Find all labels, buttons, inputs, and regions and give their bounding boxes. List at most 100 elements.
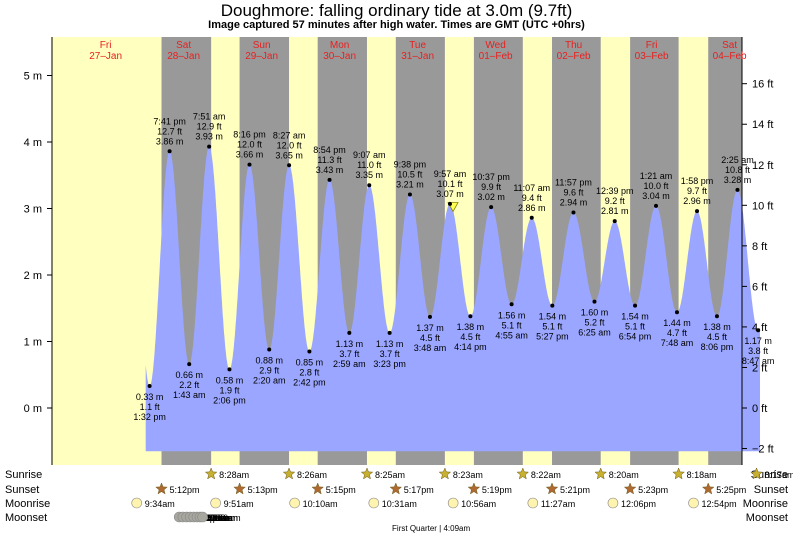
day-of-week: Mon [330, 40, 349, 51]
day-date: 28–Jan [167, 51, 200, 62]
tide-point [529, 215, 534, 220]
sunset-time: 5:19pm [482, 485, 512, 495]
high-tide-meters: 3.02 m [477, 192, 505, 202]
day-of-week: Fri [100, 40, 112, 51]
tide-point [307, 349, 312, 354]
sunset-row-label-left: Sunset [5, 484, 39, 496]
sunset-time: 5:13pm [248, 485, 278, 495]
sunset-icon [545, 482, 559, 495]
low-tide-meters: 0.33 m [136, 392, 164, 402]
moon-phase-note: First Quarter | 4:09am [392, 524, 470, 533]
high-tide-feet: 9.7 ft [687, 186, 708, 196]
sunrise-icon [438, 467, 452, 480]
low-tide-feet: 3.8 ft [748, 346, 769, 356]
low-tide-time: 8:47 am [742, 356, 775, 366]
tide-point [227, 367, 232, 372]
low-tide-meters: 1.54 m [621, 312, 649, 322]
low-tide-time: 2:20 am [253, 375, 286, 385]
tide-point [612, 219, 617, 224]
sunrise-icon [360, 467, 374, 480]
day-of-week: Thu [565, 40, 582, 51]
moonrise-icon [210, 497, 221, 509]
low-tide-feet: 4.5 ft [420, 333, 441, 343]
high-tide-meters: 3.65 m [275, 150, 303, 160]
right-tick-label: 0 ft [752, 403, 767, 415]
tide-point [654, 203, 659, 208]
sunrise-row-label-left: Sunrise [5, 469, 42, 481]
tide-point [327, 177, 332, 182]
high-tide-feet: 11.3 ft [317, 155, 342, 165]
tide-point [187, 362, 192, 367]
sunrise-time: 8:28am [219, 470, 249, 480]
moonrise-time: 12:06pm [621, 499, 656, 509]
left-tick-label: 0 m [24, 403, 42, 415]
high-tide-meters: 2.81 m [601, 206, 629, 216]
high-tide-time: 1:58 pm [681, 176, 714, 186]
moonrise-icon [527, 497, 539, 509]
moonrise-time: 9:34am [145, 499, 175, 509]
tide-point [489, 205, 494, 210]
day-of-week: Fri [646, 40, 658, 51]
low-tide-time: 7:48 am [661, 338, 694, 348]
high-tide-feet: 9.4 ft [522, 193, 543, 203]
high-tide-feet: 9.2 ft [605, 196, 626, 206]
high-tide-meters: 3.28 m [724, 175, 752, 185]
tide-point [571, 210, 576, 215]
sunset-time: 5:25pm [716, 485, 746, 495]
sunrise-time: 8:25am [375, 470, 405, 480]
tide-point [167, 149, 172, 154]
moonrise-row-label-right: Moonrise [743, 498, 788, 510]
tide-point [147, 384, 152, 389]
high-tide-feet: 10.8 ft [725, 165, 751, 175]
sunrise-time: 8:18am [687, 470, 717, 480]
tide-point [756, 328, 761, 333]
moonrise-icon [447, 497, 459, 509]
high-tide-meters: 3.04 m [642, 191, 670, 201]
right-tick-label: 14 ft [752, 119, 773, 131]
tide-point [267, 347, 272, 352]
low-tide-feet: 4.5 ft [460, 332, 481, 342]
chart-title: Doughmore: falling ordinary tide at 3.0m… [220, 1, 573, 20]
day-date: 31–Jan [401, 51, 434, 62]
left-tick-label: 1 m [24, 337, 42, 349]
moonrise-time: 10:56am [461, 499, 496, 509]
high-tide-time: 1:21 am [640, 171, 673, 181]
high-tide-time: 2:25 am [721, 155, 754, 165]
high-tide-time: 9:38 pm [394, 160, 427, 170]
sunrise-icon [282, 467, 296, 480]
tide-point [468, 314, 473, 319]
sunrise-time: 8:20am [609, 470, 639, 480]
moonset-time: 12:55am [195, 513, 230, 523]
day-headers: Fri27–JanSat28–JanSun29–JanMon30–JanTue3… [89, 40, 747, 62]
high-tide-feet: 12.9 ft [197, 122, 223, 132]
tide-point [695, 209, 700, 214]
tide-point [427, 314, 432, 319]
low-tide-feet: 4.5 ft [707, 332, 728, 342]
moonrise-icon [289, 497, 300, 509]
low-tide-time: 2:42 pm [293, 377, 326, 387]
tide-point [407, 192, 412, 197]
high-tide-time: 10:37 pm [472, 172, 510, 182]
right-tick-label: 4 ft [752, 322, 767, 334]
sunset-row-label-right: Sunset [754, 484, 788, 496]
sunset-time: 5:23pm [638, 485, 668, 495]
moonrise-icon [688, 497, 699, 509]
low-tide-feet: 5.1 ft [502, 320, 523, 330]
sunrise-icon [750, 467, 763, 480]
left-tick-label: 5 m [24, 71, 42, 83]
high-tide-time: 11:57 pm [555, 177, 592, 187]
day-of-week: Sat [176, 40, 191, 51]
moonset-icon [197, 511, 208, 523]
sunset-icon [467, 482, 481, 495]
tide-area [145, 146, 760, 452]
right-tick-label: 10 ft [752, 200, 773, 212]
sunrise-time: 8:23am [453, 470, 483, 480]
high-tide-feet: 12.7 ft [157, 126, 183, 136]
chart-subtitle: Image captured 57 minutes after high wat… [208, 19, 585, 31]
high-tide-meters: 3.43 m [316, 165, 344, 175]
day-date: 03–Feb [635, 51, 669, 62]
high-tide-meters: 3.66 m [236, 150, 264, 160]
moonrise-icon [131, 497, 143, 509]
high-tide-time: 8:54 pm [313, 145, 346, 155]
